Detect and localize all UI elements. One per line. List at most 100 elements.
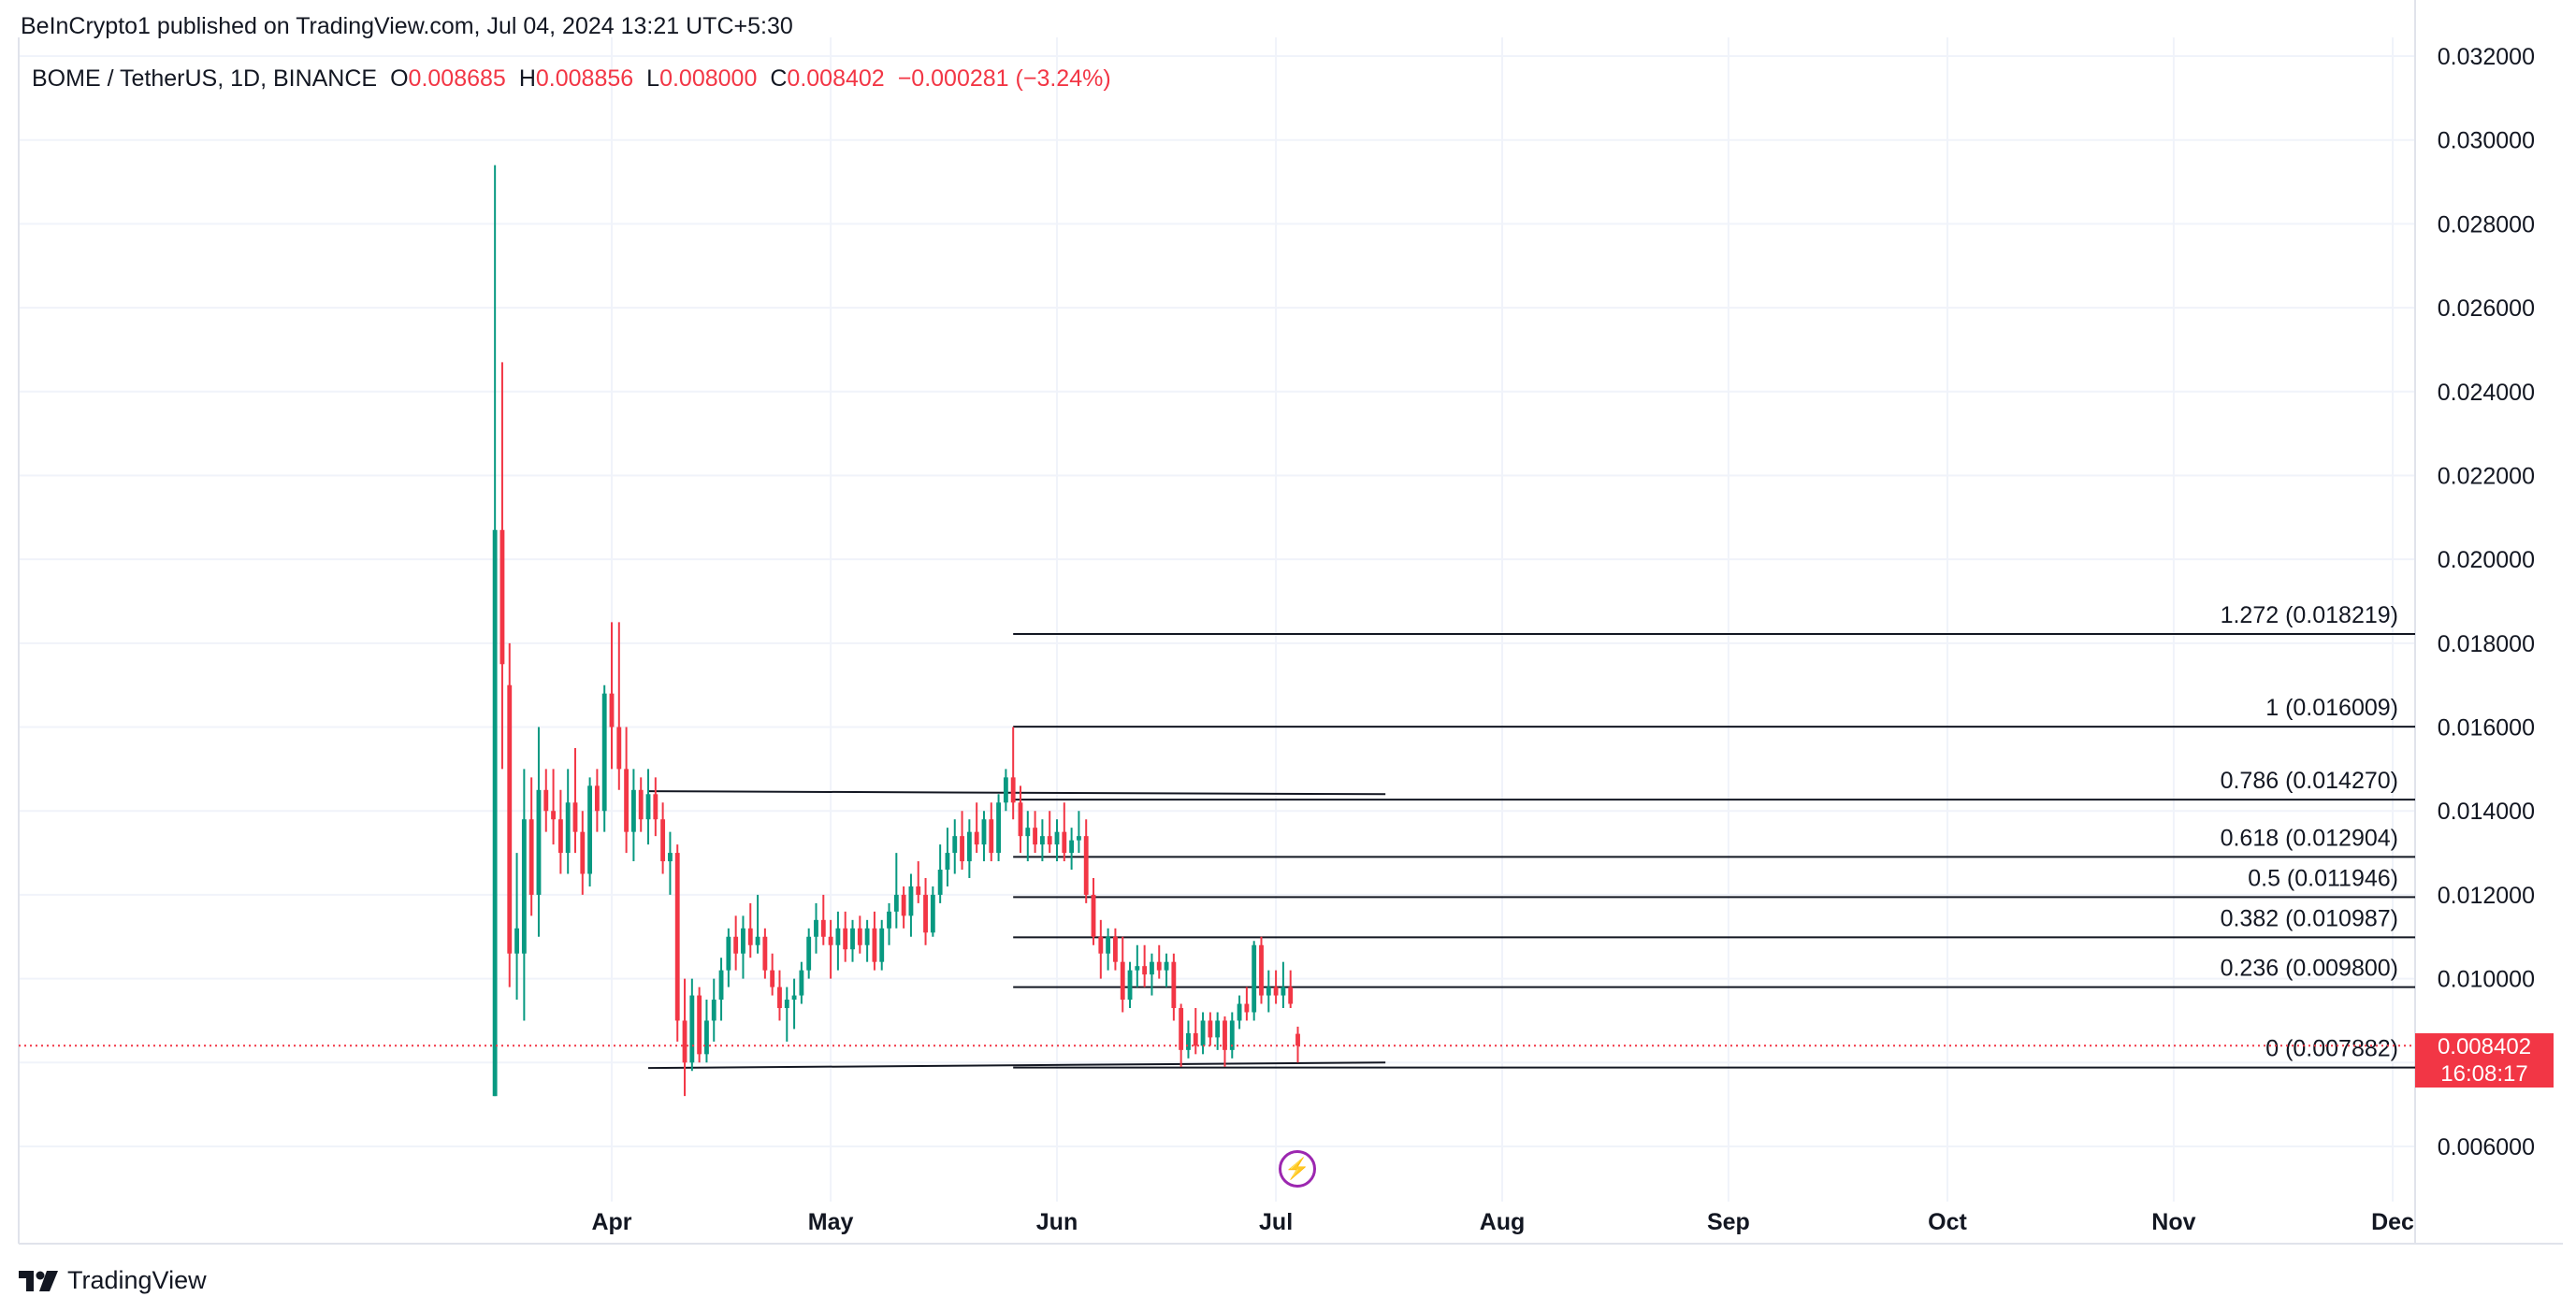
y-tick-label: 0.020000 — [2438, 547, 2535, 573]
candle-body — [1047, 836, 1052, 845]
candle-body — [857, 928, 862, 945]
candle-body — [638, 789, 644, 820]
candle-body — [952, 836, 958, 854]
y-tick-label: 0.006000 — [2438, 1134, 2535, 1160]
y-tick-label: 0.026000 — [2438, 295, 2535, 322]
candle-body — [835, 928, 841, 945]
candle-body — [1295, 1033, 1300, 1046]
candle-body — [1091, 894, 1096, 937]
candle-body — [1127, 970, 1133, 1001]
candle-body — [601, 693, 607, 812]
candle-body — [1237, 1003, 1242, 1021]
candle-body — [557, 819, 563, 854]
candle-body — [747, 928, 753, 945]
candle-body — [1281, 987, 1286, 996]
candle-body — [989, 819, 994, 854]
candle-body — [1156, 961, 1162, 971]
candle-body — [682, 1020, 687, 1063]
candle-body — [543, 789, 549, 812]
candle-body — [1179, 1008, 1184, 1050]
candle-body — [536, 789, 542, 895]
candle-body — [1025, 828, 1031, 837]
y-tick-label: 0.030000 — [2438, 128, 2535, 154]
candle-body — [741, 928, 745, 954]
candle-body — [755, 936, 760, 945]
candle-body — [521, 819, 527, 954]
candle-body — [1076, 836, 1081, 841]
fib-level-label: 0 (0.007882) — [2265, 1036, 2398, 1062]
candle-body — [872, 928, 877, 962]
candle-body — [1244, 1003, 1250, 1013]
candle-body — [777, 987, 782, 1009]
candle-body — [697, 995, 702, 1055]
x-tick-label: Jul — [1259, 1209, 1293, 1235]
candle-body — [981, 819, 987, 845]
lightning-event-icon[interactable]: ⚡ — [1279, 1150, 1316, 1188]
y-tick-label: 0.028000 — [2438, 211, 2535, 238]
candle-body — [960, 836, 964, 862]
x-tick-label: Jun — [1036, 1209, 1078, 1235]
candle-body — [551, 811, 556, 820]
candle-body — [492, 529, 498, 1097]
grid — [19, 37, 2415, 1202]
fib-level-label: 0.236 (0.009800) — [2221, 956, 2398, 982]
candle-body — [1033, 828, 1038, 845]
candle-body — [1120, 961, 1125, 1001]
fib-level-label: 1 (0.016009) — [2265, 695, 2398, 721]
candle-body — [1200, 1020, 1206, 1046]
candle-body — [1003, 777, 1008, 803]
candle-body — [630, 789, 636, 832]
y-tick-label: 0.012000 — [2438, 883, 2535, 909]
candle-body — [1098, 936, 1104, 954]
x-tick-label: Nov — [2151, 1209, 2195, 1235]
candle-body — [1039, 836, 1045, 845]
candle-body — [624, 769, 630, 832]
current-price-value: 0.008402 — [2437, 1034, 2532, 1059]
candle-body — [726, 936, 731, 971]
candle-body — [916, 886, 921, 895]
y-tick-label: 0.024000 — [2438, 380, 2535, 406]
open-value: 0.008685 — [408, 65, 506, 92]
candle-body — [1164, 961, 1169, 971]
candle-body — [1208, 1020, 1213, 1038]
candle-body — [1142, 966, 1148, 975]
candle-body — [587, 785, 593, 874]
candle-body — [616, 727, 622, 770]
fib-level-label: 0.5 (0.011946) — [2248, 865, 2398, 891]
candle-body — [1171, 961, 1177, 1009]
candle-body — [528, 819, 534, 895]
candle-body — [864, 928, 870, 945]
low-value: 0.008000 — [659, 65, 758, 92]
candle-body — [1252, 944, 1257, 1013]
high-label: H — [518, 65, 536, 92]
candle-body — [1186, 1032, 1191, 1050]
candle-body — [966, 831, 972, 862]
x-tick-label: Aug — [1480, 1209, 1526, 1235]
candle-body — [507, 684, 513, 954]
candle-body — [1229, 1020, 1235, 1050]
y-tick-label: 0.018000 — [2438, 631, 2535, 657]
candle-body — [499, 529, 505, 665]
current-price-tag: 0.008402 16:08:17 — [2415, 1033, 2554, 1088]
candle-body — [937, 870, 943, 895]
publisher-header: BeInCrypto1 published on TradingView.com… — [21, 13, 793, 39]
x-tick-label: Oct — [1928, 1209, 1967, 1235]
candle-body — [828, 936, 833, 945]
candle-body — [660, 819, 666, 862]
candle-body — [843, 928, 848, 950]
candle-body — [1259, 944, 1264, 996]
candle-body — [718, 970, 724, 1001]
tradingview-logo[interactable]: TradingView — [19, 1266, 207, 1295]
candle-body — [799, 970, 804, 996]
candle-body — [930, 894, 935, 933]
x-tick-label: Sep — [1707, 1209, 1750, 1235]
candle-body — [1223, 1020, 1227, 1050]
candle-body — [770, 970, 775, 987]
candle-body — [711, 1000, 716, 1021]
y-tick-label: 0.032000 — [2438, 44, 2535, 70]
candle-body — [1215, 1020, 1221, 1038]
change-value: −0.000281 (−3.24%) — [897, 65, 1111, 92]
candle-body — [668, 853, 673, 862]
fib-level-label: 1.272 (0.018219) — [2221, 602, 2398, 628]
